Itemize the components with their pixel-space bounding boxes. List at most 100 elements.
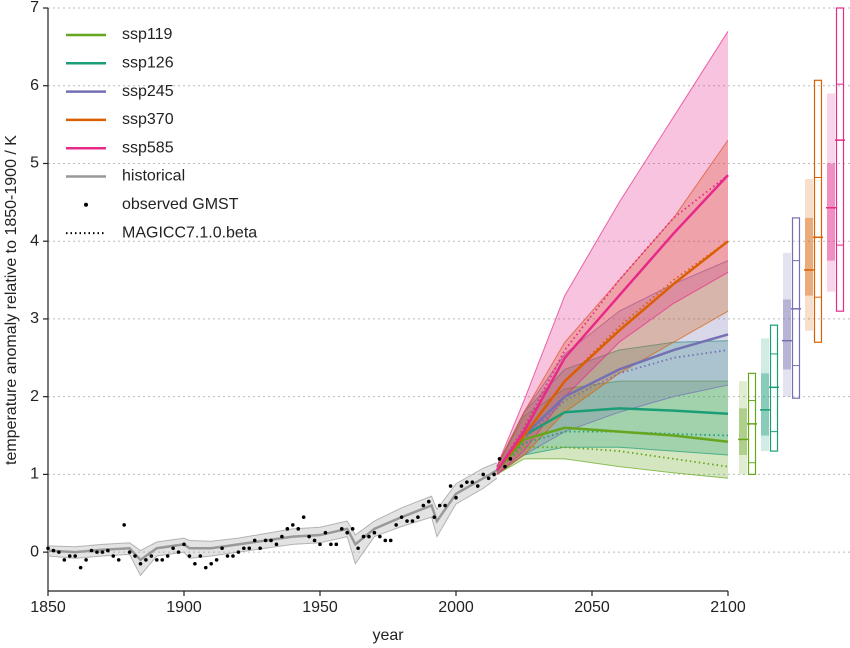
- observed-point: [111, 554, 116, 558]
- observed-point: [198, 554, 203, 558]
- observed-point: [214, 558, 219, 562]
- band-edge: [496, 139, 729, 467]
- observed-point: [356, 546, 360, 551]
- x-tick-label: 2050: [574, 599, 610, 616]
- legend-label: historical: [122, 168, 185, 185]
- box-range: [827, 93, 835, 292]
- observed-point: [46, 546, 50, 551]
- observed-point: [144, 558, 148, 562]
- observed-point: [285, 527, 290, 531]
- observed-point: [176, 550, 181, 554]
- series-line: [495, 174, 729, 472]
- band: [496, 31, 728, 475]
- observed-point: [329, 542, 333, 547]
- observed-point: [89, 548, 94, 553]
- series-line: [495, 240, 729, 472]
- x-tick-label: 2100: [710, 599, 746, 616]
- observed-point: [160, 558, 165, 562]
- magicc-line: [496, 430, 729, 472]
- y-tick-label: 7: [30, 0, 39, 16]
- box-range: [805, 179, 813, 331]
- observed-point: [318, 542, 322, 547]
- observed-point: [492, 472, 496, 477]
- observed-point: [470, 480, 475, 484]
- observed-point: [312, 538, 317, 543]
- observed-point: [361, 534, 366, 539]
- x-tick-label: 1950: [302, 599, 338, 616]
- legend-label: ssp119: [122, 26, 173, 43]
- y-tick-label: 0: [30, 543, 39, 560]
- observed-point: [106, 548, 110, 553]
- observed-point: [258, 546, 262, 551]
- observed-point: [203, 565, 208, 570]
- magicc-line: [496, 446, 729, 472]
- observed-point: [171, 546, 175, 551]
- observed-point: [301, 515, 306, 519]
- observed-point: [165, 554, 170, 558]
- box-range: [739, 381, 747, 475]
- observed-point: [394, 523, 398, 527]
- observed-point: [410, 519, 415, 523]
- legend-label: MAGICC7.1.0.beta: [122, 224, 257, 241]
- y-tick-label: 5: [30, 155, 39, 172]
- x-axis-label: year: [372, 627, 404, 644]
- band-edge: [496, 380, 728, 467]
- box-likely: [805, 217, 813, 296]
- observed-point: [242, 546, 246, 551]
- y-tick-label: 6: [30, 77, 39, 94]
- observed-point: [291, 523, 295, 527]
- box-outline: [791, 217, 801, 399]
- observed-point: [421, 503, 426, 508]
- observed-point: [51, 548, 56, 553]
- observed-point: [459, 484, 464, 488]
- observed-point: [57, 550, 61, 554]
- observed-point: [427, 499, 431, 504]
- legend-label: ssp585: [122, 139, 174, 156]
- band-edge: [496, 31, 729, 467]
- observed-point: [187, 554, 192, 558]
- observed-point: [307, 534, 311, 539]
- box-range: [783, 252, 791, 397]
- observed-point: [503, 464, 507, 469]
- observed-point: [437, 503, 442, 508]
- observed-point: [73, 554, 77, 558]
- band-edge: [496, 310, 729, 475]
- band-edge: [47, 462, 497, 552]
- y-tick-label: 4: [30, 232, 39, 249]
- observed-point: [378, 534, 382, 539]
- series-line: [47, 469, 498, 562]
- y-tick-label: 1: [30, 466, 39, 483]
- legend: ssp119 ssp126 ssp245 ssp370 ssp585 historical…: [66, 26, 257, 241]
- observed-point: [443, 503, 447, 508]
- observed-point: [448, 484, 453, 488]
- y-tick-label: 2: [30, 388, 39, 405]
- observed-point: [100, 550, 105, 554]
- observed-point: [323, 530, 328, 535]
- legend-label: ssp126: [122, 55, 174, 72]
- series-line: [495, 426, 729, 472]
- observed-point: [454, 495, 458, 500]
- band-edge: [47, 477, 498, 577]
- observed-point: [269, 538, 273, 543]
- observed-point: [236, 550, 241, 554]
- observed-point: [116, 558, 121, 562]
- observed-point: [274, 542, 279, 547]
- observed-point: [155, 558, 159, 562]
- observed-point: [127, 550, 132, 554]
- observed-point: [432, 515, 437, 519]
- box-likely: [739, 408, 747, 455]
- observed-point: [149, 554, 154, 558]
- y-tick-label: 3: [30, 310, 39, 327]
- box-likely: [827, 163, 835, 261]
- x-tick-label: 1900: [166, 599, 202, 616]
- box-outline: [835, 7, 845, 312]
- observed-point: [62, 558, 67, 562]
- box-outline: [769, 324, 779, 452]
- box-likely: [761, 373, 769, 436]
- observed-point: [465, 480, 469, 484]
- observed-point: [138, 561, 143, 566]
- observed-point: [508, 457, 513, 461]
- observed-point: [383, 538, 388, 543]
- observed-point: [95, 550, 99, 554]
